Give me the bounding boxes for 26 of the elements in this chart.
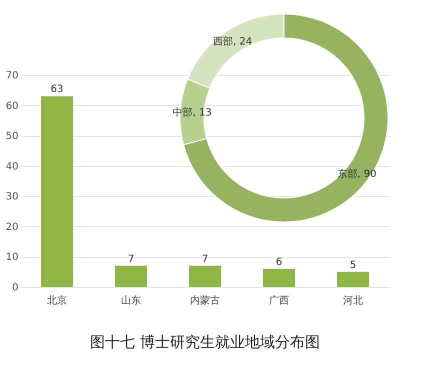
y-tick-label: 50 [6, 131, 18, 142]
text: 图十七 博士研究生就业地域分布图 [90, 333, 320, 351]
y-tick-label: 40 [6, 161, 18, 172]
y-tick-label: 30 [6, 192, 18, 203]
x-tick-label: 内蒙古 [190, 294, 220, 306]
bar [189, 266, 221, 287]
y-tick-label: 20 [6, 222, 18, 233]
x-tick-label: 山东 [121, 294, 141, 306]
slice-label: 西部, 24 [212, 36, 252, 48]
data-label: 7 [128, 254, 134, 265]
y-tick-label: 10 [6, 252, 18, 264]
data-label: 6 [276, 256, 282, 268]
data-label: 63 [50, 84, 64, 96]
bar [41, 96, 73, 287]
y-tick-label: 60 [6, 100, 18, 112]
data-label: 7 [202, 254, 208, 265]
y-tick-label: 0 [12, 282, 18, 294]
y-tick-label: 70 [6, 70, 18, 82]
bar [263, 268, 295, 287]
x-tick-label: 河北 [343, 294, 363, 306]
bar [337, 272, 369, 287]
x-tick-label: 广西 [269, 294, 289, 306]
data-label: 5 [350, 260, 356, 271]
x-tick-label: 北京 [47, 294, 67, 306]
bar [115, 266, 147, 287]
donut-slice [182, 14, 388, 222]
